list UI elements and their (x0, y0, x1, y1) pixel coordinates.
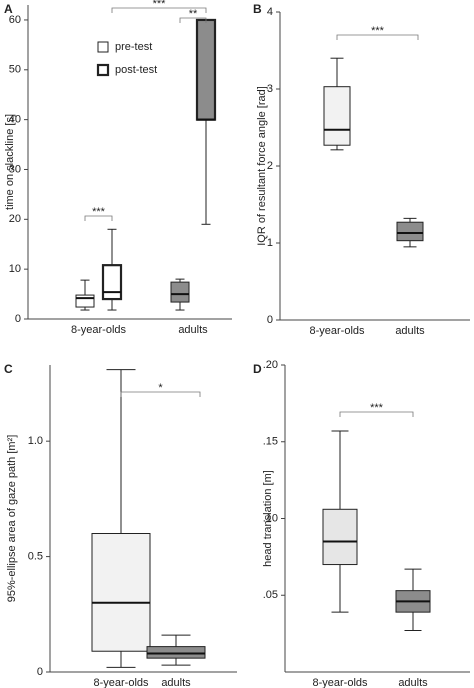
y-tick-label: 1.0 (28, 435, 43, 447)
y-tick-label: .10 (263, 512, 278, 524)
box (170, 281, 190, 303)
y-tick-label: 40 (9, 114, 21, 126)
y-tick-label: .20 (263, 359, 278, 371)
box (195, 18, 217, 121)
x-tick-label: adults (398, 677, 428, 688)
box (75, 294, 95, 308)
significance-bracket (84, 215, 113, 221)
y-tick-label: .05 (263, 589, 278, 601)
significance-bracket (111, 7, 207, 13)
significance-label: *** (370, 402, 384, 414)
significance-label: ** (189, 8, 198, 20)
y-tick-label: 30 (9, 163, 21, 175)
significance-label: *** (153, 0, 167, 10)
y-axis-label: time on slackline [s] (4, 114, 16, 210)
x-tick-label: adults (395, 325, 425, 337)
significance-bracket (179, 17, 207, 23)
x-tick-label: 8-year-olds (71, 324, 127, 336)
y-tick-label: 1 (267, 237, 273, 249)
box (146, 646, 206, 659)
significance-label: *** (371, 25, 385, 37)
y-tick-label: 0 (15, 313, 21, 325)
panel-label: D (253, 362, 262, 376)
x-tick-label: 8-year-olds (312, 677, 368, 688)
legend-label: post-test (115, 64, 157, 76)
x-tick-label: adults (178, 324, 208, 336)
significance-label: *** (92, 206, 106, 218)
y-tick-label: 0.5 (28, 550, 43, 562)
panel-label: B (253, 2, 262, 16)
panel-label: A (4, 2, 13, 16)
box (101, 264, 123, 301)
y-axis-label: head translation [m] (262, 470, 274, 567)
y-tick-label: 0 (267, 314, 273, 326)
significance-bracket (120, 391, 201, 397)
y-tick-label: 0 (37, 666, 43, 678)
y-tick-label: 50 (9, 64, 21, 76)
y-tick-label: 2 (267, 160, 273, 172)
y-tick-label: 60 (9, 14, 21, 26)
y-tick-label: .15 (263, 436, 278, 448)
y-axis-label: IQR of resultant force angle [rad] (256, 86, 268, 246)
legend-swatch (96, 63, 110, 77)
box (323, 86, 351, 146)
panel-label: C (4, 362, 13, 376)
y-tick-label: 20 (9, 213, 21, 225)
box (396, 221, 424, 242)
x-tick-label: 8-year-olds (93, 677, 149, 688)
box (322, 508, 358, 566)
significance-label: * (158, 382, 163, 394)
legend-label: pre-test (115, 41, 152, 53)
x-tick-label: 8-year-olds (309, 325, 365, 337)
y-tick-label: 10 (9, 263, 21, 275)
legend-swatch (97, 41, 109, 53)
x-tick-label: adults (161, 677, 191, 688)
significance-bracket (339, 411, 414, 417)
y-axis-label: 95%-ellipse area of gaze path [m²] (6, 435, 18, 603)
box (91, 533, 151, 652)
significance-bracket (336, 34, 419, 40)
y-tick-label: 4 (267, 6, 273, 18)
y-tick-label: 3 (267, 83, 273, 95)
